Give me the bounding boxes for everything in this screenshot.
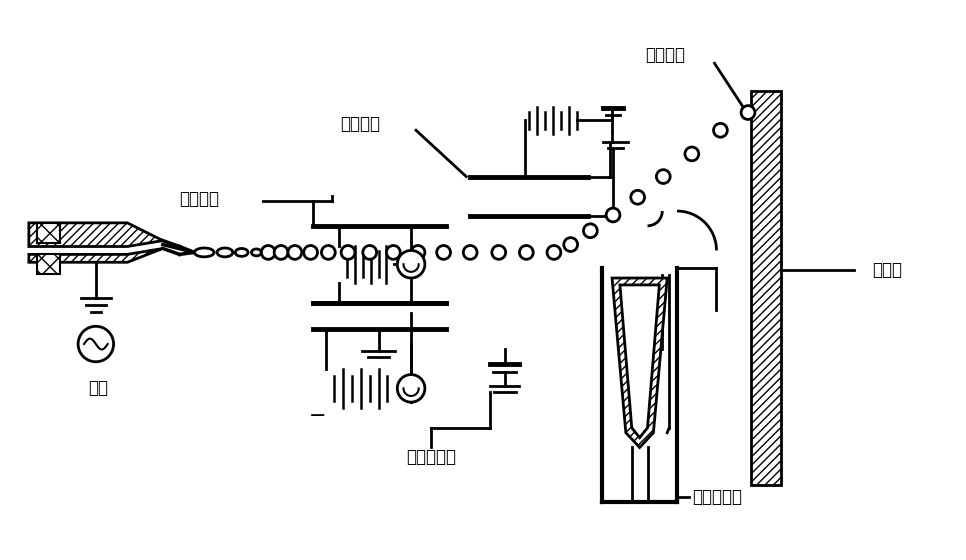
Polygon shape (612, 278, 668, 447)
Bar (37, 254, 61, 274)
Circle shape (262, 245, 275, 259)
Circle shape (741, 106, 754, 119)
Circle shape (303, 245, 318, 259)
Bar (37, 223, 61, 242)
Circle shape (341, 245, 355, 259)
Text: 喷嘴: 喷嘴 (88, 379, 108, 398)
Circle shape (631, 190, 644, 204)
Polygon shape (29, 223, 163, 246)
Circle shape (547, 245, 561, 259)
Circle shape (492, 245, 505, 259)
Text: 墨水回收器: 墨水回收器 (692, 488, 742, 506)
Circle shape (520, 245, 533, 259)
Circle shape (656, 170, 670, 184)
Circle shape (363, 245, 377, 259)
Circle shape (397, 375, 425, 402)
Circle shape (606, 208, 620, 222)
Circle shape (397, 250, 425, 278)
Text: 充电电极: 充电电极 (180, 190, 219, 208)
Circle shape (78, 326, 114, 362)
Text: 带电墨滴: 带电墨滴 (645, 46, 685, 64)
Ellipse shape (194, 248, 214, 257)
Circle shape (714, 123, 727, 137)
Ellipse shape (251, 249, 262, 256)
Circle shape (685, 147, 698, 161)
Ellipse shape (236, 249, 248, 256)
Text: −: − (309, 406, 327, 426)
Circle shape (464, 245, 477, 259)
Ellipse shape (217, 248, 233, 257)
Polygon shape (620, 285, 660, 437)
Circle shape (386, 245, 400, 259)
Circle shape (288, 245, 301, 259)
Text: 打印纸: 打印纸 (872, 261, 902, 279)
Circle shape (583, 224, 597, 237)
Text: 偏转电极: 偏转电极 (340, 115, 380, 133)
Bar (751, 91, 781, 485)
Circle shape (412, 245, 425, 259)
Polygon shape (29, 249, 163, 262)
Circle shape (274, 245, 288, 259)
Text: 不带电墨滴: 不带电墨滴 (406, 449, 456, 466)
Circle shape (322, 245, 335, 259)
Circle shape (437, 245, 450, 259)
Circle shape (564, 237, 578, 251)
